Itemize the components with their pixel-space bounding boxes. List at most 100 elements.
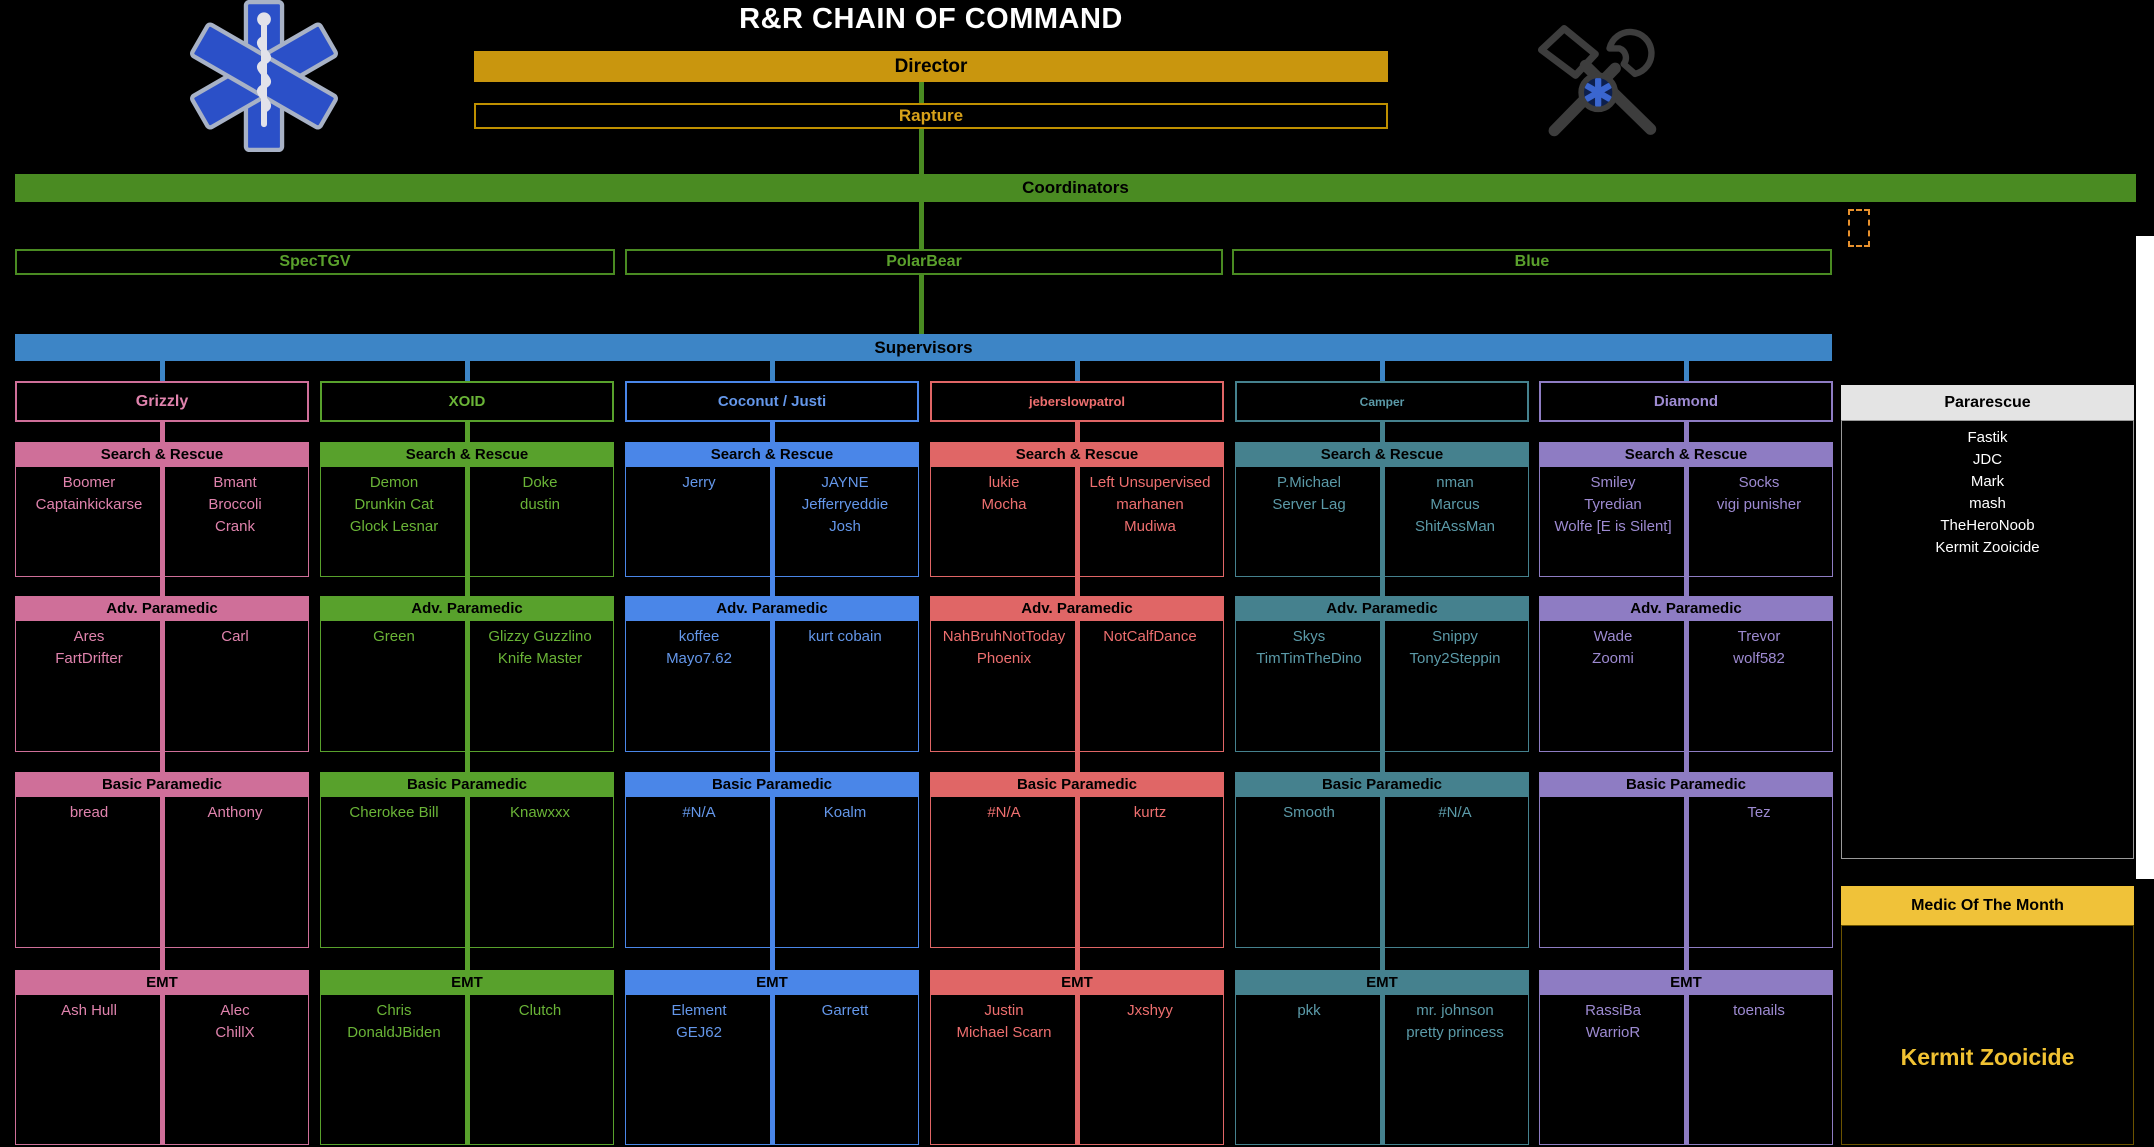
section-header-search-rescue: Search & Rescue	[930, 442, 1224, 466]
member-name: Element	[671, 1002, 727, 1019]
roster-left: Chris DonaldJBiden	[321, 995, 467, 1144]
supervisor-card-diamond: Diamond	[1539, 381, 1833, 422]
section-header-emt: EMT	[930, 970, 1224, 994]
roster-left: Element GEJ62	[626, 995, 772, 1144]
column-divider	[769, 467, 775, 576]
member-name: P.Michael	[1277, 474, 1341, 491]
section-box-adv-paramedic: Green Glizzy Guzzlino Knife Master	[320, 620, 614, 752]
column-divider	[464, 995, 470, 1144]
member-name: Boomer	[62, 474, 116, 491]
member-name: Knawxxx	[509, 804, 571, 821]
roster-left: Demon Drunkin Cat Glock Lesnar	[321, 467, 467, 576]
section-box-basic-paramedic: Tez	[1539, 796, 1833, 948]
column-connector-coconut-justi-2	[769, 752, 775, 772]
pararescue-name: Mark	[1970, 473, 2005, 490]
column-connector-camper-1	[1379, 577, 1385, 596]
supervisor-card-grizzly: Grizzly	[15, 381, 309, 422]
member-name: Jerry	[682, 474, 716, 491]
member-name: Captainkickarse	[35, 496, 143, 513]
pararescue-name: Fastik	[1967, 429, 2008, 446]
member-name: DonaldJBiden	[347, 1024, 441, 1041]
page-title: R&R CHAIN OF COMMAND	[739, 2, 1123, 35]
column-connector-xoid-2	[464, 752, 470, 772]
section-box-search-rescue: Demon Drunkin Cat Glock Lesnar Doke dustin	[320, 466, 614, 577]
roster-right: Trevor wolf582	[1686, 621, 1832, 751]
member-name: kurt cobain	[808, 628, 882, 645]
column-divider	[464, 797, 470, 947]
column-connector-xoid-1	[464, 577, 470, 596]
roster-right: mr. johnson pretty princess	[1382, 995, 1528, 1144]
member-name: Knife Master	[497, 650, 583, 667]
supervisor-connector-jeberslowpatrol	[1074, 361, 1080, 381]
member-name: NahBruhNotToday	[942, 628, 1066, 645]
section-header-basic-paramedic: Basic Paramedic	[1235, 772, 1529, 796]
supervisor-connector-coconut-justi	[769, 361, 775, 381]
member-name: #N/A	[987, 804, 1021, 821]
roster-right: Jxshyy	[1077, 995, 1223, 1144]
roster-left: #N/A	[931, 797, 1077, 947]
pararescue-list: Fastik JDC Mark mash TheHeroNoob Kermit Zooic…	[1841, 420, 2134, 859]
supervisor-card-xoid: XOID	[320, 381, 614, 422]
member-name: Left Unsupervised	[1089, 474, 1211, 491]
member-name: JAYNE	[821, 474, 869, 491]
column-connector-diamond-1	[1683, 577, 1689, 596]
member-name: Tony2Steppin	[1409, 650, 1501, 667]
column-connector-camper-3	[1379, 948, 1385, 970]
section-box-adv-paramedic: NahBruhNotToday Phoenix NotCalfDance	[930, 620, 1224, 752]
member-name: Mayo7.62	[666, 650, 732, 667]
member-name: ShitAssMan	[1414, 518, 1496, 535]
column-divider	[1074, 995, 1080, 1144]
column-connector-diamond-2	[1683, 752, 1689, 772]
column-connector-jeberslowpatrol-3	[1074, 948, 1080, 970]
section-header-adv-paramedic: Adv. Paramedic	[1235, 596, 1529, 620]
selection-rectangle	[1848, 209, 1870, 247]
member-name: Clutch	[518, 1002, 562, 1019]
roster-left: Cherokee Bill	[321, 797, 467, 947]
roster-left: Ash Hull	[16, 995, 162, 1144]
pararescue-name: JDC	[1972, 451, 2003, 468]
column-connector-xoid-0	[464, 422, 470, 442]
section-header-emt: EMT	[320, 970, 614, 994]
supervisor-connector-diamond	[1683, 361, 1689, 381]
section-header-adv-paramedic: Adv. Paramedic	[930, 596, 1224, 620]
coordinators-bar: Coordinators	[15, 174, 2136, 202]
column-divider	[1683, 621, 1689, 751]
roster-left: Boomer Captainkickarse	[16, 467, 162, 576]
section-box-emt: Justin Michael Scarn Jxshyy	[930, 994, 1224, 1145]
section-box-adv-paramedic: Ares FartDrifter Carl	[15, 620, 309, 752]
column-connector-diamond-0	[1683, 422, 1689, 442]
section-box-search-rescue: lukie Mocha Left Unsupervised marhanen Mudiw…	[930, 466, 1224, 577]
member-name: Garrett	[821, 1002, 869, 1019]
member-name: Chris	[376, 1002, 412, 1019]
section-header-emt: EMT	[1235, 970, 1529, 994]
roster-right: kurtz	[1077, 797, 1223, 947]
section-header-adv-paramedic: Adv. Paramedic	[320, 596, 614, 620]
member-name: dustin	[519, 496, 561, 513]
roster-left: RassiBa WarrioR	[1540, 995, 1686, 1144]
supervisor-connector-camper	[1379, 361, 1385, 381]
column-divider	[1379, 995, 1385, 1144]
member-name: Josh	[829, 518, 861, 535]
section-box-emt: Chris DonaldJBiden Clutch	[320, 994, 614, 1145]
member-name: Ash Hull	[61, 1002, 117, 1019]
section-header-basic-paramedic: Basic Paramedic	[625, 772, 919, 796]
section-box-adv-paramedic: Skys TimTimTheDino Snippy Tony2Steppin	[1235, 620, 1529, 752]
medic-of-month-header: Medic Of The Month	[1841, 886, 2134, 925]
section-header-emt: EMT	[15, 970, 309, 994]
column-divider	[1683, 467, 1689, 576]
star-of-life-icon	[190, 0, 338, 152]
section-header-adv-paramedic: Adv. Paramedic	[625, 596, 919, 620]
crossed-tools-icon	[1537, 25, 1657, 137]
member-name: ChillX	[215, 1024, 255, 1041]
section-header-search-rescue: Search & Rescue	[1539, 442, 1833, 466]
coordinator-spectgv: SpecTGV	[15, 249, 615, 275]
roster-right: Doke dustin	[467, 467, 613, 576]
column-connector-xoid-3	[464, 948, 470, 970]
column-connector-jeberslowpatrol-1	[1074, 577, 1080, 596]
column-divider	[464, 467, 470, 576]
roster-left: Wade Zoomi	[1540, 621, 1686, 751]
column-connector-coconut-justi-0	[769, 422, 775, 442]
roster-right: Knawxxx	[467, 797, 613, 947]
director-bar: Director	[474, 51, 1388, 82]
column-connector-diamond-3	[1683, 948, 1689, 970]
